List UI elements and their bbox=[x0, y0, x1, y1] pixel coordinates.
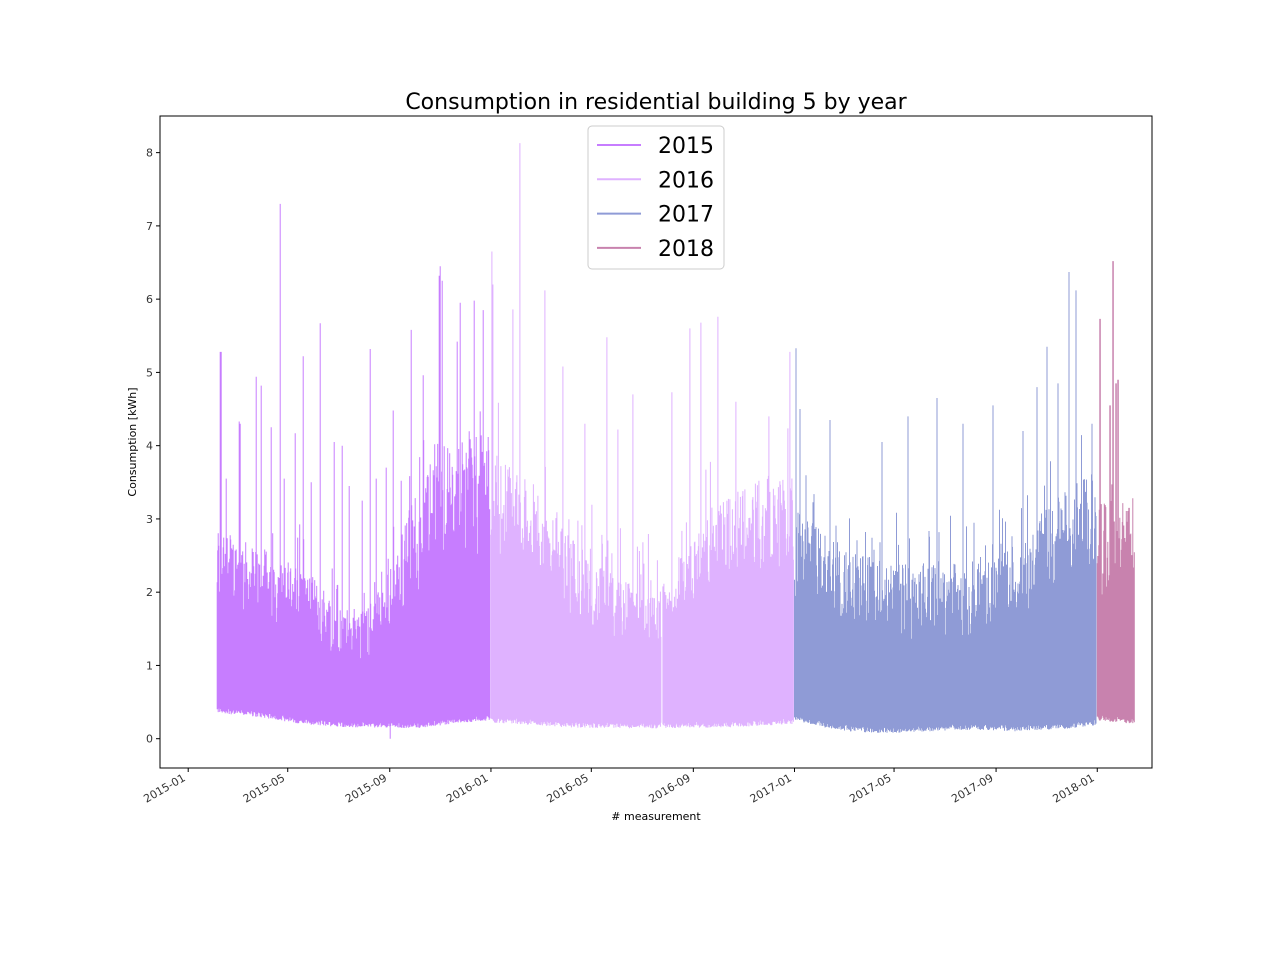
y-tick-label: 7 bbox=[146, 220, 153, 233]
legend-label-2015: 2015 bbox=[658, 134, 714, 159]
y-tick-label: 2 bbox=[146, 586, 153, 599]
legend-label-2018: 2018 bbox=[658, 237, 714, 262]
y-tick-label: 5 bbox=[146, 366, 153, 379]
y-axis-label: Consumption [kWh] bbox=[126, 387, 139, 496]
series-2018-line bbox=[1096, 261, 1135, 724]
legend: 2015 2016 2017 2018 bbox=[587, 125, 725, 270]
series-2016-line bbox=[490, 143, 794, 729]
plot-frame bbox=[159, 115, 1153, 769]
y-tick-label: 8 bbox=[146, 147, 153, 160]
y-axis: 0 1 2 3 4 5 6 7 8 bbox=[146, 147, 160, 746]
y-tick-label: 3 bbox=[146, 513, 153, 526]
chart-title: Consumption in residential building 5 by… bbox=[405, 90, 907, 115]
y-tick-label: 6 bbox=[146, 293, 153, 306]
x-axis-label: # measurement bbox=[611, 810, 701, 823]
y-tick-label: 4 bbox=[146, 440, 153, 453]
legend-label-2017: 2017 bbox=[658, 203, 714, 228]
y-tick-label: 1 bbox=[146, 659, 153, 672]
legend-box bbox=[587, 125, 725, 270]
series-2017-line bbox=[794, 272, 1097, 733]
legend-label-2016: 2016 bbox=[658, 168, 714, 193]
series-layer bbox=[216, 143, 1135, 739]
series-2015-line bbox=[216, 203, 491, 739]
y-tick-label: 0 bbox=[146, 733, 153, 746]
